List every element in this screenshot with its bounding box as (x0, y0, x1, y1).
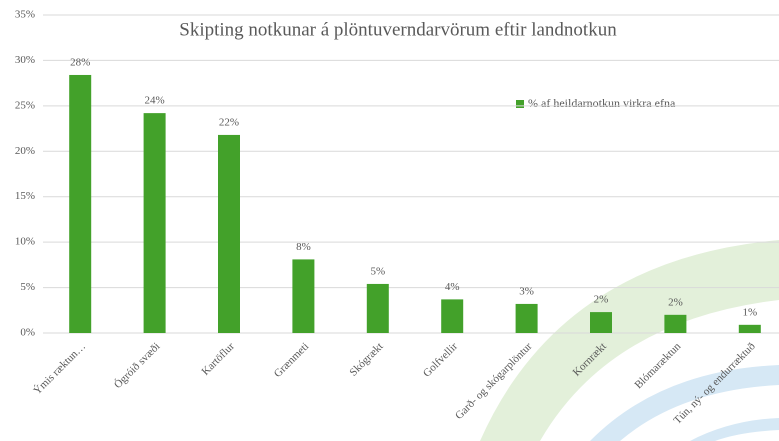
value-label: 2% (668, 296, 683, 308)
y-tick-label: 10% (15, 236, 35, 248)
y-tick-label: 30% (15, 54, 35, 66)
value-label: 24% (145, 95, 165, 107)
bar (590, 312, 612, 333)
value-label: 28% (70, 56, 90, 68)
bar (218, 135, 240, 333)
value-label: 8% (296, 241, 311, 253)
legend-label: % af heildarnotkun virkra efna (528, 96, 676, 110)
value-label: 4% (445, 281, 460, 293)
x-tick-label: Kartöflur (199, 340, 237, 378)
value-label: 22% (219, 116, 239, 128)
value-label: 5% (370, 265, 385, 277)
y-tick-label: 15% (15, 190, 35, 202)
bar (292, 259, 314, 333)
bar (367, 284, 389, 333)
x-tick-label: Golfvellir (421, 340, 460, 379)
value-label: 2% (594, 294, 609, 306)
bar (516, 304, 538, 333)
y-tick-label: 20% (15, 145, 35, 157)
x-tick-label: Ógróið svæði (112, 340, 163, 391)
x-tick-label: Ýmis ræktun… (31, 340, 88, 397)
x-tick-label: Blómaræktun (632, 340, 683, 391)
value-label: 1% (742, 306, 757, 318)
x-tick-label: Skógrækt (347, 340, 385, 378)
y-tick-label: 35% (15, 9, 35, 21)
bar (69, 75, 91, 333)
y-tick-label: 0% (20, 327, 35, 339)
value-label: 3% (519, 285, 534, 297)
bar (664, 315, 686, 333)
y-tick-label: 25% (15, 99, 35, 111)
bar (739, 325, 761, 333)
x-tick-label: Grænmeti (272, 340, 312, 380)
chart: Skipting notkunar á plöntuverndarvörum e… (0, 0, 779, 441)
bar (441, 299, 463, 333)
legend-swatch (516, 100, 524, 108)
y-tick-label: 5% (20, 281, 35, 293)
bar (144, 113, 166, 333)
chart-title: Skipting notkunar á plöntuverndarvörum e… (179, 19, 617, 40)
